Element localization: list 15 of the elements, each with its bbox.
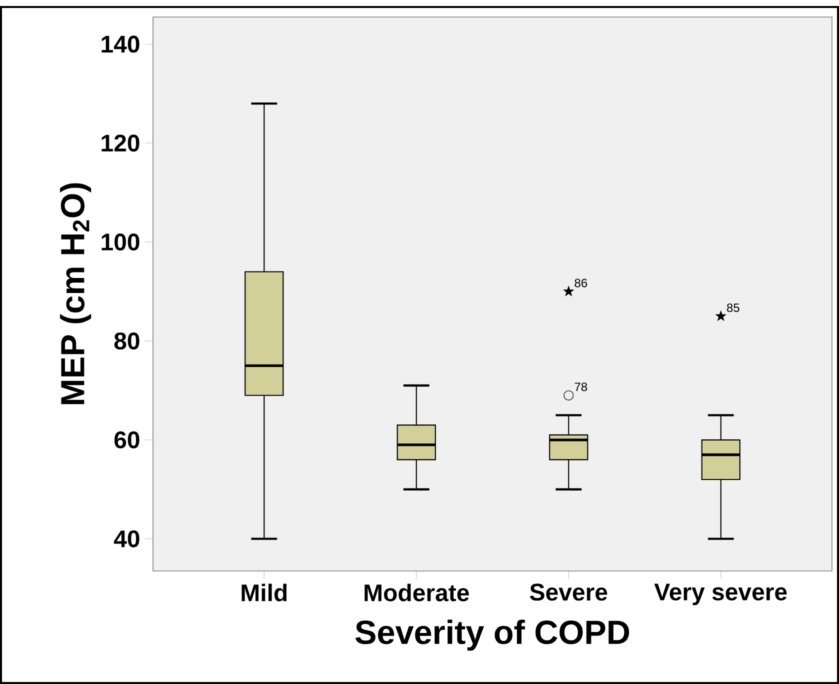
y-tick-label: 100 <box>102 234 140 251</box>
y-tick-label: 80 <box>114 332 140 350</box>
y-tick-label: 60 <box>114 431 140 448</box>
y-axis-title: MEP (cm H$_{2}$O) <box>60 183 92 404</box>
x-tick-label: Moderate <box>364 584 469 602</box>
x-tick-label: Very severe <box>654 584 787 606</box>
y-tick-label: 40 <box>114 530 140 548</box>
y-tick-label: 120 <box>102 134 140 152</box>
annotation: 85 <box>726 303 740 312</box>
x-tick-label: Severe <box>530 584 608 601</box>
annotation: 78 <box>574 382 588 392</box>
x-tick-label: Mild <box>242 584 287 602</box>
y-tick-label: 140 <box>102 36 140 53</box>
annotation: 86 <box>574 278 588 288</box>
x-axis-title: Severity of COPD <box>355 620 630 651</box>
